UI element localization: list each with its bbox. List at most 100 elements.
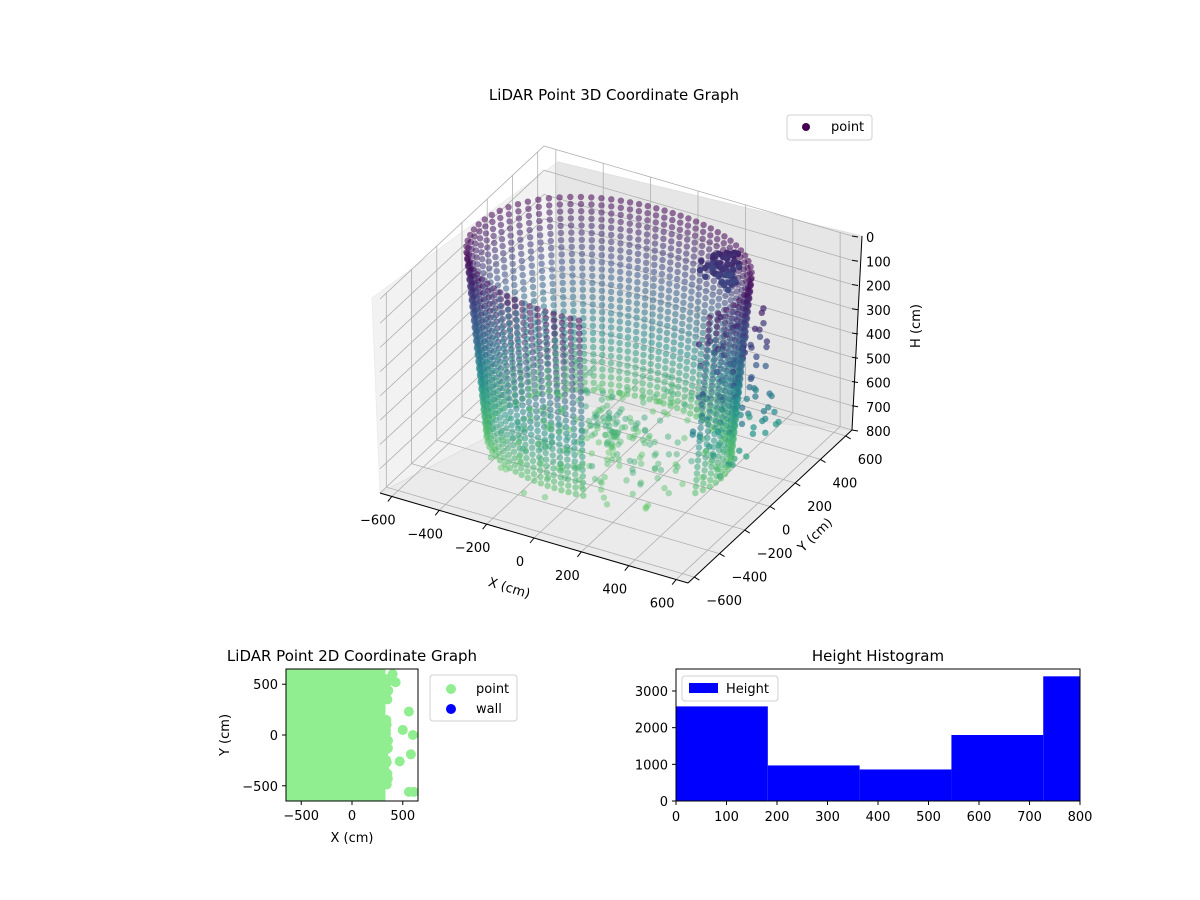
lidar-point bbox=[513, 310, 520, 317]
point-2d bbox=[378, 764, 389, 775]
point-2d bbox=[405, 749, 416, 760]
x-tick-label-3d: 0 bbox=[516, 555, 524, 570]
lidar-point bbox=[624, 376, 631, 384]
lidar-point bbox=[678, 327, 685, 335]
lidar-point bbox=[501, 461, 508, 468]
lidar-point bbox=[626, 199, 634, 206]
lidar-point bbox=[579, 473, 586, 480]
lidar-point bbox=[579, 258, 586, 265]
lidar-point bbox=[715, 295, 723, 302]
lidar-point bbox=[768, 392, 775, 400]
lidar-point bbox=[590, 379, 597, 386]
lidar-point bbox=[511, 303, 519, 310]
lidar-point bbox=[598, 294, 606, 302]
lidar-point bbox=[598, 316, 606, 323]
y-tick-label-2d: −500 bbox=[242, 780, 278, 795]
lidar-point bbox=[599, 373, 606, 380]
lidar-point bbox=[557, 460, 564, 468]
lidar-point bbox=[703, 447, 710, 454]
lidar-point bbox=[684, 417, 691, 424]
lidar-point bbox=[496, 457, 504, 464]
lidar-point bbox=[578, 427, 585, 435]
lidar-point bbox=[538, 267, 546, 275]
lidar-point bbox=[502, 466, 510, 473]
lidar-point bbox=[616, 290, 624, 297]
lidar-point bbox=[659, 249, 666, 257]
lidar-point bbox=[497, 464, 505, 471]
lidar-point bbox=[608, 203, 615, 210]
lidar-point bbox=[637, 479, 645, 486]
lidar-point bbox=[689, 267, 697, 274]
lidar-point bbox=[692, 326, 700, 333]
lidar-point bbox=[692, 483, 700, 490]
lidar-point bbox=[702, 294, 709, 302]
lidar-point bbox=[482, 223, 489, 230]
z-tick-mark-3d bbox=[851, 259, 859, 262]
lidar-point bbox=[555, 434, 563, 442]
lidar-point bbox=[672, 461, 679, 468]
lidar-point bbox=[655, 355, 662, 363]
lidar-point bbox=[654, 474, 661, 482]
lidar-point bbox=[520, 415, 527, 422]
lidar-point bbox=[613, 412, 621, 419]
lidar-point bbox=[638, 460, 645, 467]
lidar-point bbox=[579, 479, 587, 486]
lidar-point bbox=[649, 311, 656, 318]
lidar-point bbox=[681, 285, 688, 292]
lidar-point bbox=[564, 475, 572, 483]
lidar-point bbox=[598, 202, 605, 209]
lidar-point bbox=[658, 285, 665, 292]
lidar-point bbox=[689, 375, 696, 382]
y-tick-mark-3d bbox=[719, 553, 725, 558]
lidar-point bbox=[635, 208, 643, 215]
lidar-point bbox=[613, 434, 620, 441]
lidar-point bbox=[513, 317, 521, 324]
lidar-point bbox=[672, 304, 679, 311]
lidar-point bbox=[651, 438, 658, 446]
lidar-point bbox=[703, 361, 711, 368]
lidar-point bbox=[607, 281, 615, 288]
lidar-point bbox=[739, 404, 746, 411]
lidar-point bbox=[650, 268, 658, 276]
lidar-point bbox=[758, 309, 765, 316]
lidar-point bbox=[648, 325, 656, 332]
lidar-point bbox=[608, 196, 615, 203]
y-tick-label-3d: 0 bbox=[782, 524, 790, 539]
lidar-point bbox=[654, 362, 662, 370]
lidar-point bbox=[544, 381, 552, 388]
lidar-point bbox=[509, 260, 516, 268]
lidar-point bbox=[544, 476, 551, 483]
lidar-point bbox=[673, 451, 680, 458]
lidar-point bbox=[585, 417, 592, 425]
lidar-point bbox=[721, 470, 729, 478]
lidar-point bbox=[546, 209, 553, 216]
lidar-point bbox=[702, 287, 710, 295]
lidar-point bbox=[681, 393, 688, 400]
lidar-point bbox=[541, 494, 549, 501]
lidar-point bbox=[664, 433, 672, 440]
lidar-point bbox=[702, 448, 710, 455]
lidar-point bbox=[759, 417, 766, 425]
lidar-point bbox=[688, 288, 695, 295]
lidar-point bbox=[550, 471, 557, 479]
chart-3d-title: LiDAR Point 3D Coordinate Graph bbox=[489, 86, 739, 104]
lidar-point bbox=[579, 447, 586, 454]
lidar-point bbox=[658, 270, 666, 278]
lidar-point bbox=[598, 259, 605, 266]
lidar-point bbox=[591, 430, 599, 437]
lidar-point bbox=[539, 417, 547, 425]
lidar-point bbox=[568, 229, 575, 236]
lidar-point bbox=[529, 342, 536, 349]
lidar-point bbox=[560, 294, 567, 301]
lidar-point bbox=[612, 420, 619, 428]
lidar-point bbox=[533, 408, 540, 415]
lidar-point bbox=[515, 438, 523, 445]
point-2d bbox=[382, 773, 393, 784]
lidar-point bbox=[554, 402, 561, 409]
lidar-point bbox=[608, 456, 616, 463]
lidar-point bbox=[544, 374, 551, 381]
lidar-point bbox=[756, 333, 764, 340]
lidar-point bbox=[670, 339, 678, 346]
x-tick-label-2d: −500 bbox=[283, 809, 319, 824]
